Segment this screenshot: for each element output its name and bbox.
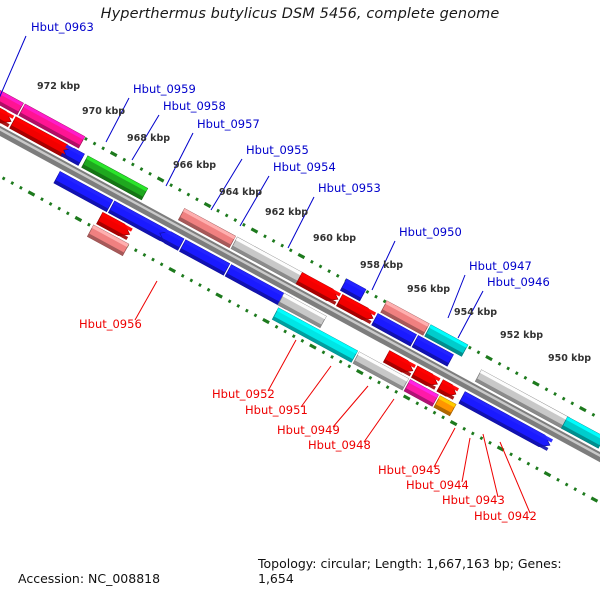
- scale-tick-label: 970 kbp: [82, 106, 125, 117]
- gene-segment[interactable]: [339, 278, 367, 302]
- gene-segment[interactable]: [230, 236, 307, 287]
- scale-tick-label: 952 kbp: [500, 330, 543, 341]
- gene-label-reverse[interactable]: Hbut_0944: [406, 478, 469, 492]
- gene-segment[interactable]: [424, 324, 469, 357]
- accession-text: Accession: NC_008818: [18, 571, 161, 586]
- gene-segment[interactable]: [458, 391, 553, 451]
- gene-label-forward[interactable]: Hbut_0958: [163, 99, 226, 113]
- gene-label-forward[interactable]: Hbut_0954: [273, 160, 336, 174]
- gene-segment[interactable]: [411, 335, 454, 367]
- gene-segment[interactable]: [107, 200, 175, 246]
- scale-tick-label: 950 kbp: [548, 353, 591, 364]
- gene-segment[interactable]: [411, 365, 441, 390]
- gene-feature-layer[interactable]: [0, 70, 600, 451]
- gene-label-reverse[interactable]: Hbut_0943: [442, 493, 505, 507]
- gene-label-forward[interactable]: Hbut_0957: [197, 117, 260, 131]
- scale-tick-label: 956 kbp: [407, 284, 450, 295]
- gene-segment[interactable]: [224, 264, 300, 314]
- scale-tick-label: 954 kbp: [454, 307, 497, 318]
- gene-label-forward[interactable]: Hbut_0950: [399, 225, 462, 239]
- scale-tick-label: 958 kbp: [360, 260, 403, 271]
- scale-tick-label: 966 kbp: [173, 160, 216, 171]
- gene-segment[interactable]: [403, 379, 439, 407]
- gene-label-reverse[interactable]: Hbut_0949: [277, 423, 340, 437]
- gene-segment[interactable]: [60, 144, 85, 166]
- scale-tick-label: 972 kbp: [37, 81, 80, 92]
- gene-segment[interactable]: [53, 171, 114, 213]
- gene-segment[interactable]: [382, 350, 416, 377]
- gene-segment[interactable]: [96, 211, 133, 240]
- gene-segment[interactable]: [380, 300, 430, 336]
- gene-segment[interactable]: [560, 416, 600, 449]
- genome-stats-text: Topology: circular; Length: 1,667,163 bp…: [258, 556, 562, 586]
- scale-tick-label: 964 kbp: [219, 187, 262, 198]
- page-title: Hyperthermus butylicus DSM 5456, complet…: [100, 6, 500, 22]
- gene-label-forward[interactable]: Hbut_0955: [246, 143, 309, 157]
- gene-segment[interactable]: [81, 155, 149, 201]
- gene-segment[interactable]: [352, 351, 409, 391]
- gene-segment[interactable]: [295, 272, 341, 305]
- gene-segment[interactable]: [179, 239, 231, 276]
- gene-segment[interactable]: [86, 224, 130, 257]
- gene-label-forward[interactable]: Hbut_0947: [469, 259, 532, 273]
- gene-label-reverse[interactable]: Hbut_0948: [308, 438, 371, 452]
- gene-label-forward[interactable]: Hbut_0953: [318, 181, 381, 195]
- scale-tick-label: 962 kbp: [265, 207, 308, 218]
- label-leader-lines: [0, 35, 531, 514]
- gene-segment[interactable]: [474, 369, 570, 430]
- gene-segment[interactable]: [436, 379, 459, 400]
- gene-segment[interactable]: [336, 294, 377, 325]
- scale-tick-label: 968 kbp: [127, 133, 170, 144]
- gene-segment[interactable]: [18, 103, 86, 149]
- gene-label-reverse[interactable]: Hbut_0945: [378, 463, 441, 477]
- gene-label-layer[interactable]: Hbut_0963 Hbut_0959 Hbut_0958 Hbut_0957 Hbut…: [31, 20, 591, 523]
- scale-tick-label: 960 kbp: [313, 233, 356, 244]
- gene-label-reverse[interactable]: Hbut_0956: [79, 317, 142, 331]
- gene-segment[interactable]: [271, 307, 359, 363]
- gene-segment[interactable]: [177, 208, 236, 249]
- gene-label-forward[interactable]: Hbut_0959: [133, 82, 196, 96]
- gene-label-reverse[interactable]: Hbut_0942: [474, 509, 537, 523]
- gene-segment[interactable]: [277, 292, 327, 329]
- gene-segment[interactable]: [156, 227, 185, 251]
- gene-segment[interactable]: [371, 313, 417, 347]
- gene-label-reverse[interactable]: Hbut_0951: [245, 403, 308, 417]
- gene-segment[interactable]: [0, 83, 15, 128]
- gene-segment[interactable]: [9, 116, 76, 161]
- gene-segment[interactable]: [433, 395, 457, 417]
- gene-label-forward[interactable]: Hbut_0963: [31, 20, 94, 34]
- gene-label-reverse[interactable]: Hbut_0952: [212, 387, 275, 401]
- genome-axis-line: [0, 125, 600, 463]
- gene-label-forward[interactable]: Hbut_0946: [487, 275, 550, 289]
- gene-segment[interactable]: [0, 70, 24, 116]
